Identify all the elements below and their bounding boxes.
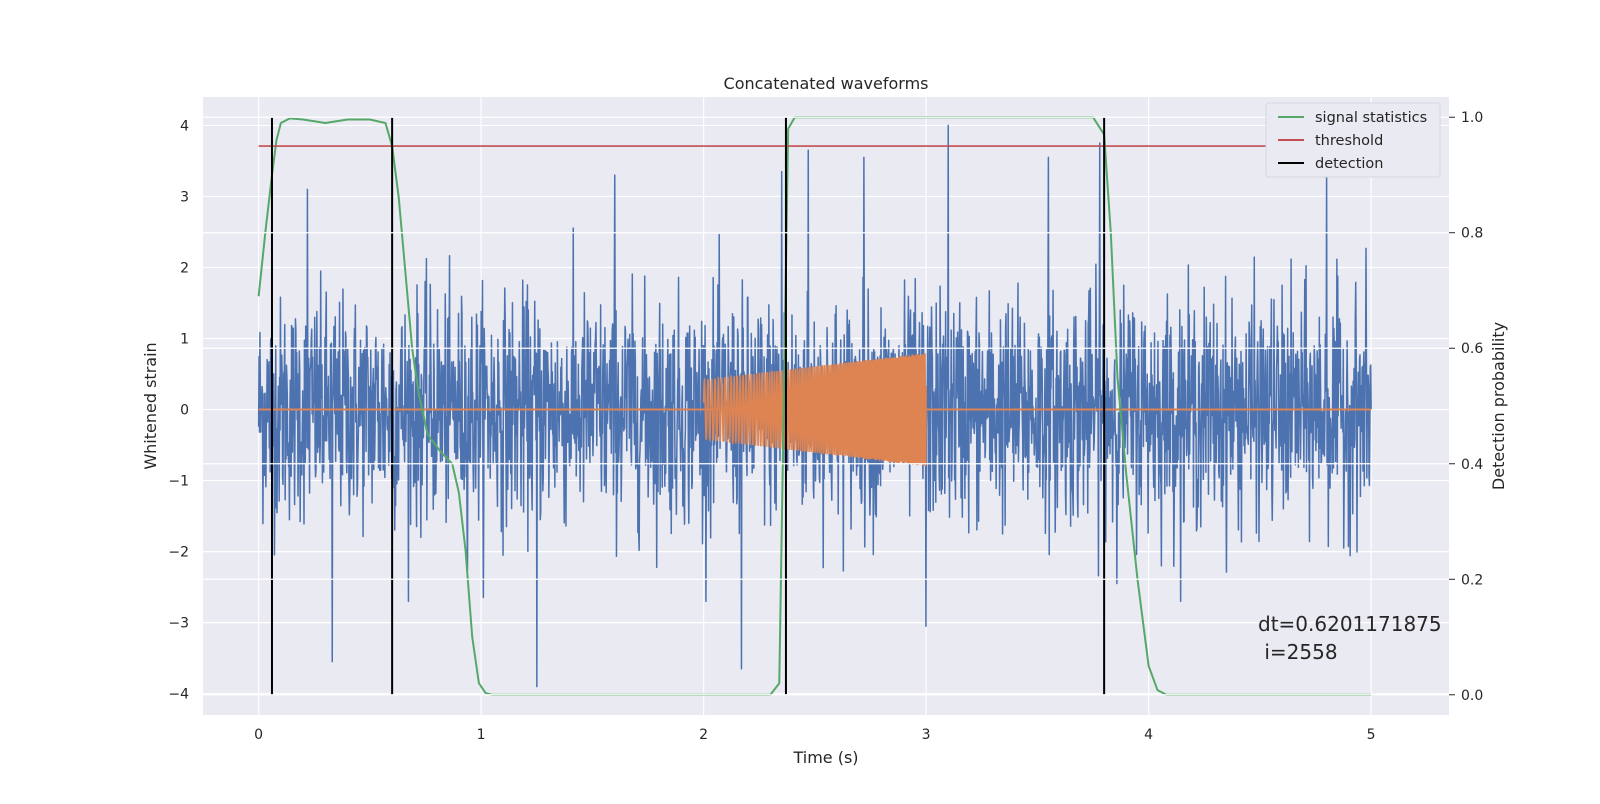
x-tick-label: 4 xyxy=(1144,727,1153,743)
legend-label-threshold: threshold xyxy=(1315,133,1383,149)
legend-label-signal-statistics: signal statistics xyxy=(1315,110,1427,126)
legend-box xyxy=(1265,102,1441,178)
waveform-series xyxy=(258,353,1372,466)
y2-tick-label: 0.2 xyxy=(1461,572,1483,588)
x-tick-label: 3 xyxy=(922,727,931,743)
y-tick-label: −2 xyxy=(168,545,189,561)
y2-tick-label: 0.6 xyxy=(1461,341,1483,357)
x-tick-label: 5 xyxy=(1367,727,1376,743)
x-tick-label: 1 xyxy=(477,727,486,743)
y-tick-label: 3 xyxy=(180,189,189,205)
y-tick-label: −4 xyxy=(168,687,189,703)
chart-title: Concatenated waveforms xyxy=(724,74,929,93)
tick-labels: 0 1 2 3 4 5 −4 −3 −2 −1 0 1 2 3 4 0.0 0.2 0.4 0.6 0.8 1.0 xyxy=(168,110,1483,743)
waveform-chirp xyxy=(702,353,927,466)
y2-axis-label: Detection probability xyxy=(1489,322,1508,490)
y2-grid xyxy=(203,116,1449,696)
y-tick-label: 2 xyxy=(180,260,189,276)
y-tick-label: 4 xyxy=(180,118,189,134)
y2-tick-label: 1.0 xyxy=(1461,110,1483,126)
y-tick-label: 1 xyxy=(180,332,189,348)
signal-statistics-line xyxy=(257,116,1372,696)
x-tick-label: 0 xyxy=(254,727,263,743)
y2-tick-label: 0.0 xyxy=(1461,688,1483,704)
signal-statistics-series xyxy=(257,116,1372,696)
x-axis-label: Time (s) xyxy=(792,748,858,767)
x-tick-label: 2 xyxy=(699,727,708,743)
y-tick-label: −3 xyxy=(168,616,189,632)
legend: signal statistics threshold detection xyxy=(1265,102,1441,178)
y-tick-label: 0 xyxy=(180,403,189,419)
y2-tick-label: 0.8 xyxy=(1461,226,1483,242)
annotation-dt: dt=0.6201171875 xyxy=(1258,612,1442,636)
legend-label-detection: detection xyxy=(1315,156,1383,172)
y-axis-label: Whitened strain xyxy=(141,342,160,469)
y2-tick-label: 0.4 xyxy=(1461,457,1483,473)
detection-series xyxy=(270,117,1106,695)
annotation-i: i=2558 xyxy=(1258,640,1338,664)
y-tick-label: −1 xyxy=(168,474,189,490)
